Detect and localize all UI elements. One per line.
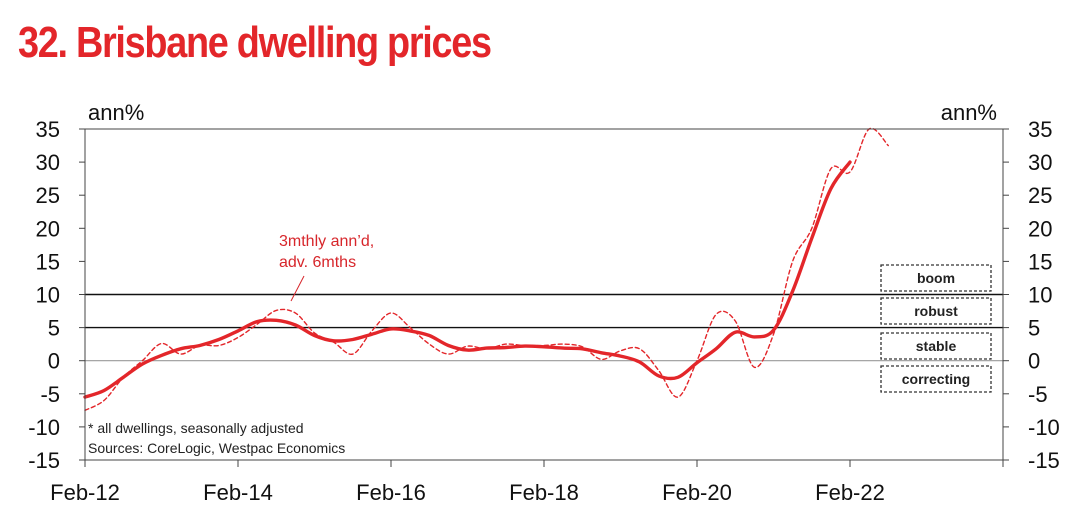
chart-note: Sources: CoreLogic, Westpac Economics bbox=[88, 440, 345, 456]
x-tick-label: Feb-18 bbox=[509, 480, 579, 505]
legend-box-stable bbox=[880, 332, 992, 360]
x-tick-label: Feb-14 bbox=[203, 480, 273, 505]
chart-notes: * all dwellings, seasonally adjusted Sour… bbox=[88, 420, 345, 456]
reference-lines bbox=[85, 293, 1003, 362]
y-tick-right-label: 20 bbox=[1028, 216, 1052, 241]
legend-label-robust: robust bbox=[914, 303, 958, 319]
series-layer bbox=[83, 127, 889, 411]
y-axis-left: 35 30 25 20 15 10 5 0 -5 -10 -15 bbox=[28, 117, 85, 473]
legend: boom robust stable correcting bbox=[880, 264, 992, 393]
chart-title: 32. Brisbane dwelling prices bbox=[18, 18, 492, 67]
y-axis-right: 35 30 25 20 15 10 5 0 -5 -10 -15 bbox=[1003, 117, 1060, 473]
y-tick-left-label: 0 bbox=[48, 349, 60, 374]
y-tick-left-label: 10 bbox=[36, 283, 60, 308]
y-tick-right-label: 0 bbox=[1028, 349, 1040, 374]
series-annotation: 3mthly ann’d, adv. 6mths bbox=[279, 233, 374, 302]
y-tick-right-label: 5 bbox=[1028, 316, 1040, 341]
x-axis: Feb-12 Feb-14 Feb-16 Feb-18 Feb-20 Feb-22 bbox=[50, 460, 1004, 505]
y-tick-left-label: 5 bbox=[48, 316, 60, 341]
chart-note: * all dwellings, seasonally adjusted bbox=[88, 420, 304, 436]
y-tick-right-label: 30 bbox=[1028, 150, 1052, 175]
series-line-solid bbox=[83, 160, 852, 399]
y-tick-right-label: -15 bbox=[1028, 448, 1060, 473]
legend-label-stable: stable bbox=[916, 338, 957, 354]
y-tick-right-label: 35 bbox=[1028, 117, 1052, 142]
x-tick-label: Feb-16 bbox=[356, 480, 426, 505]
legend-label-boom: boom bbox=[917, 270, 955, 286]
x-tick-label: Feb-20 bbox=[662, 480, 732, 505]
x-tick-label: Feb-12 bbox=[50, 480, 120, 505]
y-tick-left-label: -10 bbox=[28, 415, 60, 440]
legend-box-correcting bbox=[880, 365, 992, 393]
y-tick-left-label: 15 bbox=[36, 249, 60, 274]
y-tick-left-label: -15 bbox=[28, 448, 60, 473]
y-tick-left-label: 30 bbox=[36, 150, 60, 175]
legend-box-boom bbox=[880, 264, 992, 292]
legend-label-correcting: correcting bbox=[902, 371, 970, 387]
annotation-leader bbox=[290, 275, 305, 302]
y-tick-left-label: -5 bbox=[40, 382, 60, 407]
legend-box-robust bbox=[880, 297, 992, 325]
series-line-dashed bbox=[84, 127, 889, 411]
y-axis-right-unit: ann% bbox=[941, 100, 997, 125]
y-axis-left-unit: ann% bbox=[88, 100, 144, 125]
annotation-line: 3mthly ann’d, bbox=[279, 233, 374, 250]
y-tick-left-label: 20 bbox=[36, 216, 60, 241]
x-tick-label: Feb-22 bbox=[815, 480, 885, 505]
y-tick-right-label: 15 bbox=[1028, 249, 1052, 274]
y-tick-right-label: 25 bbox=[1028, 183, 1052, 208]
y-tick-right-label: 10 bbox=[1028, 283, 1052, 308]
annotation-line: adv. 6mths bbox=[279, 254, 356, 271]
y-tick-right-label: -5 bbox=[1028, 382, 1048, 407]
y-tick-left-label: 25 bbox=[36, 183, 60, 208]
y-tick-left-label: 35 bbox=[36, 117, 60, 142]
y-tick-right-label: -10 bbox=[1028, 415, 1060, 440]
